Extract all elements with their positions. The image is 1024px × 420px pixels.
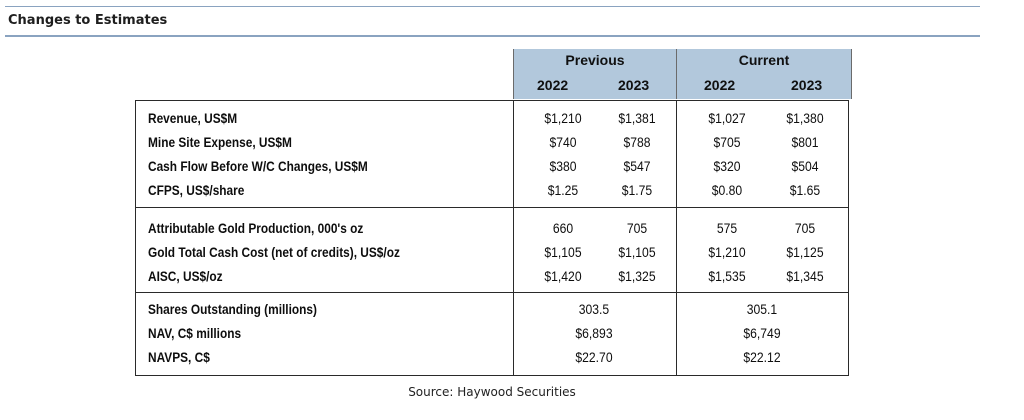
header-previous-label: Previous (565, 52, 625, 68)
value-previous-2023: $1,105 (618, 245, 656, 260)
value-current-2022: $1,535 (708, 269, 746, 284)
row-label: Revenue, US$M (148, 111, 238, 126)
value-previous: $6,893 (575, 326, 613, 341)
row-label: AISC, US$/oz (148, 269, 223, 284)
value-previous-2023: $1,381 (618, 111, 656, 126)
value-current-2023: $1,345 (786, 269, 824, 284)
source-note: Source: Haywood Securities (408, 385, 576, 399)
column-divider (513, 101, 514, 375)
value-previous-2023: 705 (626, 221, 648, 236)
value-current: 305.1 (746, 302, 778, 317)
row-label: NAV, C$ millions (148, 326, 242, 341)
value-previous-2022: $740 (549, 135, 577, 150)
value-current-2022: $1,210 (708, 245, 746, 260)
header-previous: Previous 2022 2023 (513, 49, 677, 99)
row-label: Mine Site Expense, US$M (148, 135, 292, 150)
value-current-2022: $705 (713, 135, 741, 150)
header-current: Current 2022 2023 (676, 49, 852, 99)
title-rule (5, 35, 980, 37)
value-current-2023: $504 (791, 159, 819, 174)
header-year: 2022 (537, 77, 569, 93)
row-label: Shares Outstanding (millions) (148, 302, 317, 317)
value-previous-2023: $1,325 (618, 269, 656, 284)
value-current-2023: $1,380 (786, 111, 824, 126)
header-current-label: Current (738, 52, 790, 68)
value-previous-2022: $380 (549, 159, 577, 174)
value-previous-2022: 660 (552, 221, 574, 236)
value-current-2022: $320 (713, 159, 741, 174)
value-previous-2023: $1.75 (621, 183, 653, 198)
estimates-table: Revenue, US$M $1,210 $1,381 $1,027 $1,38… (135, 100, 849, 376)
value-current-2022: $0.80 (711, 183, 743, 198)
value-previous: $22.70 (575, 350, 613, 365)
header-year: 2022 (704, 77, 736, 93)
value-current-2023: $1.65 (789, 183, 821, 198)
header-year: 2023 (791, 77, 823, 93)
header-year: 2023 (618, 77, 650, 93)
row-label: Attributable Gold Production, 000's oz (148, 221, 364, 236)
value-previous-2022: $1,210 (544, 111, 582, 126)
value-previous-2022: $1.25 (547, 183, 579, 198)
group-divider (136, 207, 848, 208)
value-previous-2023: $788 (623, 135, 651, 150)
value-previous-2022: $1,105 (544, 245, 582, 260)
group-divider (136, 292, 848, 293)
row-label: Cash Flow Before W/C Changes, US$M (148, 159, 368, 174)
value-previous: 303.5 (578, 302, 610, 317)
value-current-2023: $801 (791, 135, 819, 150)
top-rule (5, 6, 980, 7)
row-label: NAVPS, C$ (148, 350, 210, 365)
value-current-2022: 575 (716, 221, 738, 236)
value-current: $6,749 (743, 326, 781, 341)
value-current-2023: 705 (794, 221, 816, 236)
value-current-2022: $1,027 (708, 111, 746, 126)
value-previous-2023: $547 (623, 159, 651, 174)
column-divider (676, 101, 677, 375)
value-current: $22.12 (743, 350, 781, 365)
section-title: Changes to Estimates (8, 13, 168, 28)
value-previous-2022: $1,420 (544, 269, 582, 284)
row-label: Gold Total Cash Cost (net of credits), U… (148, 245, 400, 260)
value-current-2023: $1,125 (786, 245, 824, 260)
row-label: CFPS, US$/share (148, 183, 245, 198)
